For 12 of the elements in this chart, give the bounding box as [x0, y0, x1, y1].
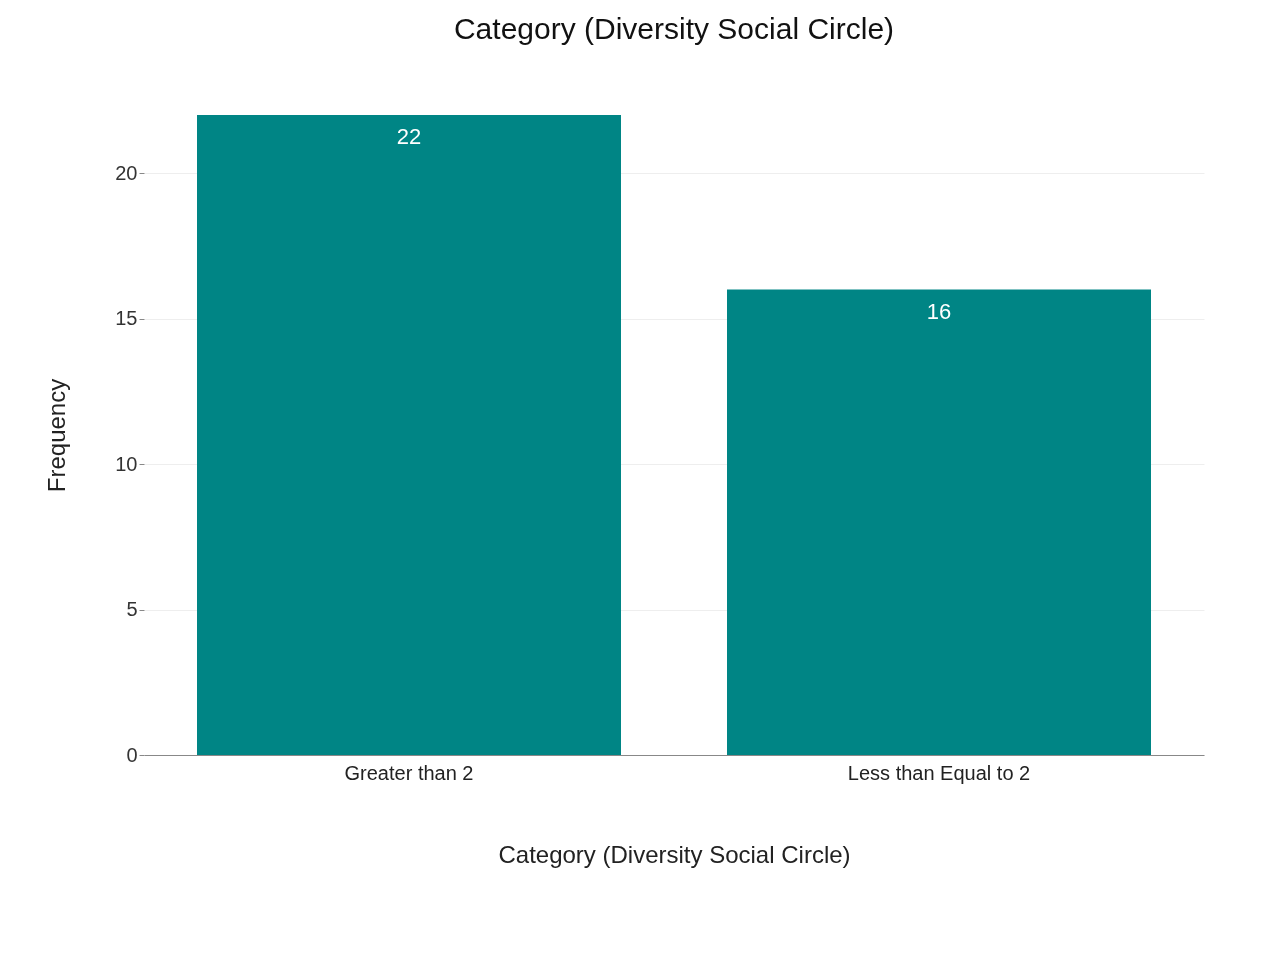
- data-label: 16: [926, 298, 952, 324]
- y-tick-label: 10: [115, 452, 138, 475]
- chart-title: Category (Diversity Social Circle): [453, 12, 895, 45]
- x-tick-label: Less than Equal to 2: [847, 761, 1031, 784]
- y-tick-label: 5: [126, 598, 138, 621]
- y-tick-label: 20: [115, 161, 138, 184]
- y-tick-label: 0: [126, 743, 138, 766]
- data-label: 22: [396, 124, 422, 149]
- y-tick-label: 15: [115, 307, 138, 330]
- y-axis-title: Frequency: [43, 378, 71, 493]
- x-axis-title: Category (Diversity Social Circle): [498, 840, 851, 868]
- x-tick-label: Greater than 2: [344, 761, 474, 784]
